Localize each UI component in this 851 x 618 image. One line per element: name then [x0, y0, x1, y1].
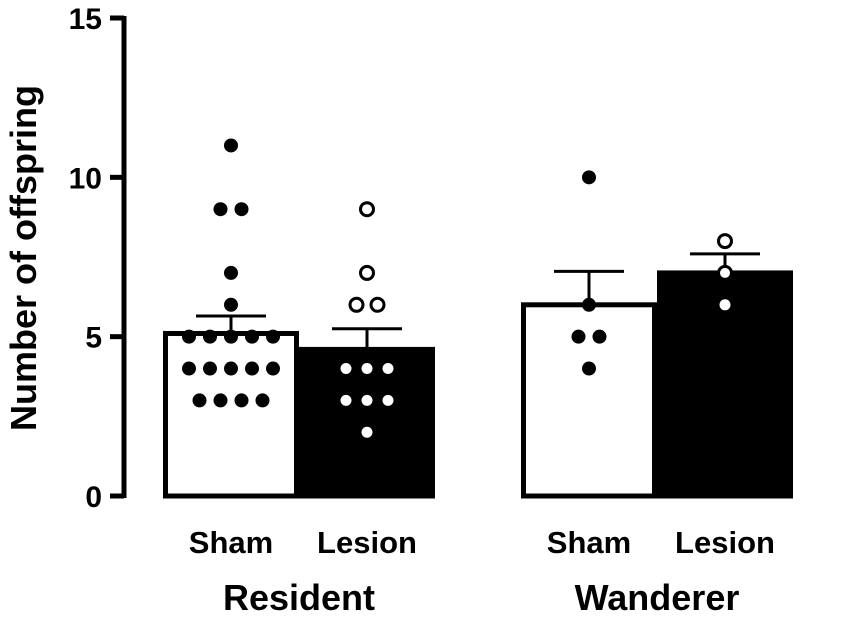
- data-point: [245, 329, 259, 344]
- data-point: [719, 299, 731, 311]
- bar-wanderer-lesion: [657, 270, 793, 499]
- data-point: [340, 394, 352, 406]
- data-point: [361, 394, 373, 406]
- bars: [163, 270, 793, 499]
- data-point: [717, 264, 733, 281]
- data-point: [592, 329, 607, 344]
- data-point: [245, 361, 259, 376]
- bar-resident-sham: [163, 330, 299, 499]
- data-point: [340, 363, 352, 375]
- data-point: [213, 393, 228, 408]
- category-label: Sham: [547, 525, 631, 560]
- data-point: [203, 361, 217, 376]
- data-points: [182, 138, 733, 438]
- data-point: [234, 202, 249, 217]
- group-label: Resident: [223, 577, 375, 618]
- data-point: [182, 329, 196, 344]
- data-point: [224, 265, 238, 280]
- data-point: [382, 394, 394, 406]
- group-labels: Resident Wanderer: [223, 577, 739, 618]
- data-point: [266, 329, 280, 344]
- y-tick-label: 10: [69, 162, 102, 195]
- y-axis: 0 5 10 15: [69, 3, 127, 514]
- category-label: Sham: [189, 525, 273, 560]
- data-point: [224, 297, 238, 312]
- data-point: [224, 329, 238, 344]
- data-point: [361, 363, 373, 375]
- data-point: [192, 393, 207, 408]
- data-point: [359, 264, 375, 281]
- data-point: [213, 202, 228, 217]
- data-point: [369, 296, 386, 313]
- data-point: [571, 329, 586, 344]
- data-point: [234, 393, 249, 408]
- data-point: [203, 329, 217, 344]
- category-label: Lesion: [317, 525, 417, 560]
- data-point: [717, 233, 733, 250]
- data-point: [382, 363, 394, 375]
- data-point: [224, 361, 238, 376]
- category-labels: Sham Lesion Sham Lesion: [189, 525, 775, 560]
- data-point: [182, 361, 196, 376]
- bar-wanderer-sham: [521, 302, 657, 499]
- data-point: [348, 296, 365, 313]
- data-point: [582, 170, 596, 185]
- category-label: Lesion: [675, 525, 775, 560]
- y-tick-label: 15: [69, 3, 102, 36]
- data-point: [255, 393, 270, 408]
- data-point: [582, 361, 596, 376]
- data-point: [224, 138, 238, 153]
- data-point: [361, 426, 373, 438]
- data-point: [359, 201, 375, 218]
- y-tick-label: 0: [85, 481, 102, 514]
- data-point: [582, 297, 596, 312]
- data-point: [266, 361, 280, 376]
- y-tick-label: 5: [85, 322, 102, 355]
- group-label: Wanderer: [575, 577, 740, 618]
- y-axis-title: Number of offspring: [3, 85, 44, 431]
